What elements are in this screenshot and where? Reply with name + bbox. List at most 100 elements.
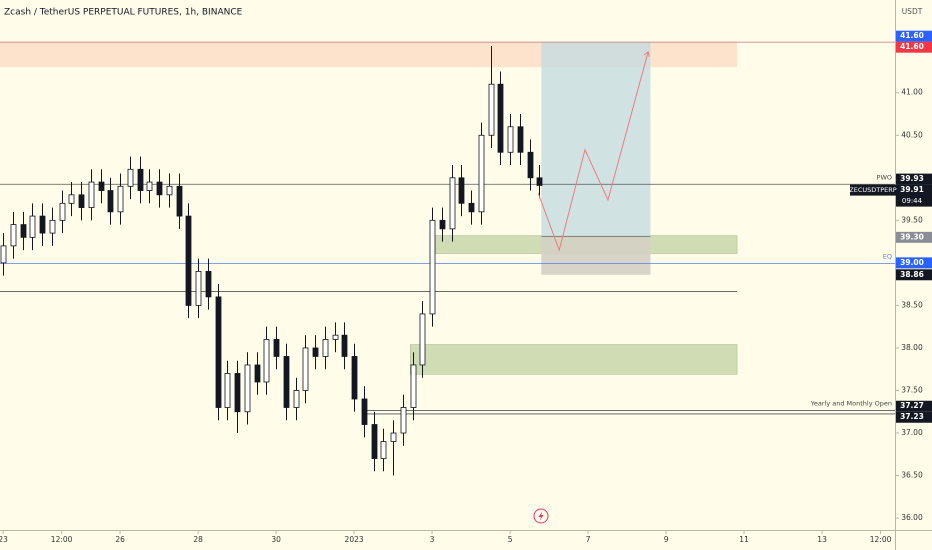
candle-body	[224, 373, 231, 408]
position-stop	[541, 236, 651, 275]
x-tick-label: 11	[739, 535, 749, 544]
price-tag	[896, 30, 932, 42]
candle-body	[410, 364, 417, 408]
candle-body	[263, 339, 270, 383]
y-tick-label: 39.50	[901, 215, 923, 224]
candle-body	[488, 83, 495, 136]
price-tag	[896, 231, 932, 243]
candle-body	[156, 181, 163, 196]
price-tag-label: 39.30	[900, 232, 924, 241]
price-tag	[896, 184, 932, 207]
price-tag-label: 39.00	[900, 258, 924, 267]
price-tag	[896, 400, 932, 412]
candle-body	[88, 181, 95, 208]
candle-body	[439, 219, 446, 230]
candle-body	[176, 185, 183, 217]
candle-body	[536, 177, 543, 186]
candle-body	[146, 181, 153, 191]
currency: USDT	[902, 7, 923, 16]
y-tick-label: 41.00	[901, 88, 923, 97]
candle-body	[273, 339, 280, 357]
price-tag-label: 39.93	[900, 174, 924, 183]
candle-body	[302, 347, 309, 391]
plot-area: PWO EQ Yearly and Monthly Open	[0, 41, 932, 476]
x-tick-label: 26	[115, 535, 125, 544]
candle-body	[98, 181, 105, 191]
candle-body	[29, 215, 36, 238]
candle-body	[361, 398, 368, 425]
symbol-tag-label: ZECUSDTPERP	[849, 186, 897, 194]
x-tick-label: 7	[586, 535, 591, 544]
candle-body	[215, 296, 222, 408]
candle-body	[107, 190, 114, 213]
y-tick-label: 37.50	[901, 385, 923, 394]
candle-body	[234, 373, 241, 413]
price-tag	[896, 257, 932, 269]
x-tick-label: 2023	[345, 535, 364, 544]
y-tick-label: 40.50	[901, 130, 923, 139]
candle-body	[517, 126, 524, 153]
price-tag	[896, 41, 932, 53]
candle-body	[205, 270, 212, 298]
price-tag	[896, 173, 932, 185]
y-tick-label: 38.50	[901, 300, 923, 309]
candle-body	[137, 168, 144, 191]
candle-body	[449, 177, 456, 230]
price-tag-label: 39.91	[900, 185, 924, 194]
level-label: PWO	[877, 173, 892, 181]
candle-body	[312, 347, 319, 357]
candle-body	[332, 334, 339, 340]
candle-body	[458, 177, 465, 204]
x-tick-label: 28	[193, 535, 203, 544]
price-tag-label: 38.86	[900, 270, 924, 279]
candle-body	[478, 134, 485, 213]
x-tick-label: 3	[430, 535, 435, 544]
price-tag-note: 09:44	[902, 197, 923, 205]
position-target	[541, 41, 651, 237]
y-tick-label: 36.00	[901, 513, 923, 522]
x-tick-label: 9	[664, 535, 669, 544]
projection-path	[537, 51, 649, 252]
price-tag-label: 37.27	[900, 401, 924, 410]
x-tick-label: 13	[817, 535, 827, 544]
candle-body	[39, 215, 46, 234]
candle-body	[127, 168, 134, 187]
x-tick-label: 5	[508, 535, 513, 544]
candle-body	[20, 224, 27, 238]
y-tick-label: 36.50	[901, 471, 923, 480]
candle-body	[68, 194, 75, 204]
candle-body	[507, 126, 514, 153]
price-tag	[896, 411, 932, 423]
zone	[409, 344, 738, 375]
replay-icon[interactable]	[533, 508, 549, 524]
x-tick-label: 30	[271, 535, 281, 544]
candle-body	[283, 356, 290, 408]
candle-body	[322, 339, 329, 357]
candle-body	[195, 270, 202, 306]
level-label: EQ	[883, 252, 892, 260]
candle-body	[254, 364, 261, 383]
x-tick-label: 12:00	[51, 535, 73, 544]
price-tag	[896, 269, 932, 281]
candle-body	[527, 151, 534, 179]
price-tag-label: 41.60	[900, 42, 924, 51]
price-tag-label: 37.23	[900, 412, 924, 421]
candle-body	[117, 185, 124, 213]
projection-arrow	[643, 51, 650, 57]
candle-body	[497, 83, 504, 153]
candle-body	[166, 185, 173, 196]
y-tick-label: 38.00	[901, 343, 923, 352]
candle-body	[419, 313, 426, 366]
candle-body	[293, 390, 300, 408]
candle-body	[371, 424, 378, 459]
level-label: Yearly and Monthly Open	[810, 400, 892, 408]
chart-title: Zcash / TetherUS PERPETUAL FUTURES, 1h, …	[4, 8, 243, 18]
candle-body	[390, 432, 397, 442]
candle-body	[185, 215, 192, 306]
symbol-tag	[850, 184, 896, 196]
candle-body	[400, 407, 407, 434]
candle-body	[10, 224, 17, 247]
price-tag-label: 41.60	[900, 31, 924, 40]
